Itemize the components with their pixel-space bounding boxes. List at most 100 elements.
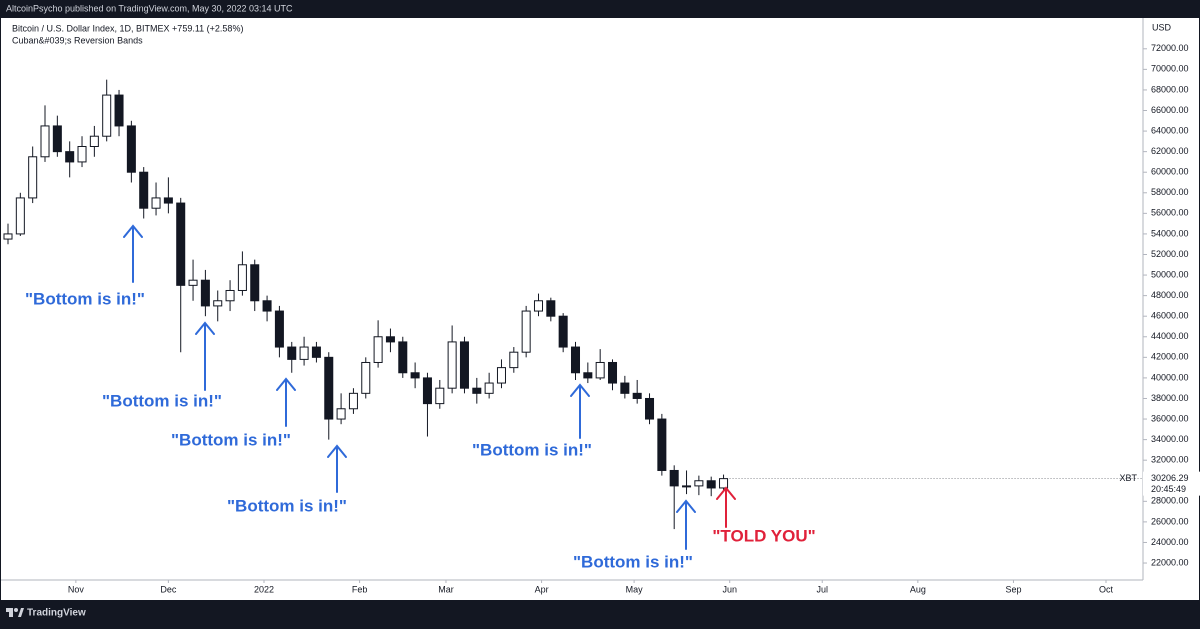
annotation-text: "Bottom is in!"	[573, 552, 693, 571]
x-tick-label: 2022	[254, 584, 274, 594]
candle-body	[28, 156, 38, 199]
y-tick-label: 46000.00	[1151, 311, 1189, 321]
y-tick-label: 64000.00	[1151, 125, 1189, 135]
candle-body	[447, 341, 457, 389]
candle-body	[558, 315, 568, 348]
y-tick-label: 62000.00	[1151, 146, 1189, 156]
candle-body	[583, 372, 593, 379]
candle-body	[645, 397, 655, 420]
annotation-arrow	[716, 486, 736, 528]
candle-body	[361, 361, 371, 394]
candle-body	[348, 392, 358, 410]
candle-body	[521, 310, 531, 353]
candle-body	[287, 346, 297, 360]
candle-body	[262, 300, 272, 312]
indicator-name: Cuban&#039;s Reversion Bands	[12, 35, 143, 45]
x-tick-label: Jun	[722, 584, 737, 594]
y-tick-label: 52000.00	[1151, 249, 1189, 259]
candle-body	[398, 341, 408, 374]
candle-body	[299, 346, 309, 360]
candle-body	[89, 135, 99, 148]
candle-body	[410, 372, 420, 379]
candle-body	[472, 387, 482, 394]
candle-body	[719, 478, 729, 489]
candle-body	[459, 341, 469, 389]
x-tick-label: Apr	[535, 584, 549, 594]
candle-body	[200, 279, 210, 307]
y-tick-label: 44000.00	[1151, 331, 1189, 341]
y-tick-label: 26000.00	[1151, 516, 1189, 526]
annotation-arrow	[570, 383, 590, 439]
candle-body	[3, 233, 13, 240]
candle-body	[509, 351, 519, 369]
candle-body	[163, 197, 173, 204]
candle-body	[151, 197, 161, 209]
annotation-text: "Bottom is in!"	[171, 430, 291, 449]
annotation-arrow	[276, 377, 296, 427]
candle-body	[15, 197, 25, 235]
candle-body	[176, 202, 186, 286]
candle-body	[139, 171, 149, 209]
x-tick-label: Mar	[438, 584, 454, 594]
y-tick-label: 54000.00	[1151, 228, 1189, 238]
candle-body	[77, 146, 87, 163]
y-tick-label: 72000.00	[1151, 43, 1189, 53]
annotation-arrow	[327, 444, 347, 493]
candle-body	[422, 377, 432, 405]
candle-body	[385, 336, 395, 343]
x-tick-label: Sep	[1005, 584, 1021, 594]
y-tick-label: 50000.00	[1151, 269, 1189, 279]
candle-body	[213, 300, 223, 307]
x-tick-label: Dec	[160, 584, 177, 594]
candle-body	[65, 151, 75, 163]
publish-info: AltcoinPsycho published on TradingView.c…	[6, 3, 293, 13]
y-tick-label: 60000.00	[1151, 167, 1189, 177]
candle-body	[595, 361, 605, 379]
candle-body	[608, 361, 618, 384]
annotation-text: "Bottom is in!"	[25, 289, 145, 308]
brand: TradingView	[27, 608, 86, 619]
x-tick-label: Aug	[910, 584, 926, 594]
x-tick-label: Feb	[352, 584, 368, 594]
candle-body	[40, 125, 50, 158]
candle-body	[373, 336, 383, 363]
candle-body	[682, 485, 692, 488]
y-tick-label: 58000.00	[1151, 187, 1189, 197]
candle-body	[669, 469, 679, 487]
y-tick-label: 36000.00	[1151, 413, 1189, 423]
y-tick-label: 70000.00	[1151, 64, 1189, 74]
y-tick-label: 66000.00	[1151, 105, 1189, 115]
y-tick-label: 40000.00	[1151, 372, 1189, 382]
candle-body	[694, 480, 704, 487]
candle-body	[52, 125, 62, 153]
currency-label: USD	[1152, 22, 1172, 32]
y-tick-label: 38000.00	[1151, 393, 1189, 403]
tv-logo	[6, 608, 24, 617]
candle-body	[706, 480, 716, 489]
candle-body	[311, 346, 321, 358]
candle-body	[274, 310, 284, 348]
symbol-label: XBT	[1119, 473, 1137, 483]
y-tick-label: 34000.00	[1151, 434, 1189, 444]
y-tick-label: 42000.00	[1151, 352, 1189, 362]
y-tick-label: 48000.00	[1151, 290, 1189, 300]
annotation-arrow	[123, 224, 143, 283]
candle-body	[225, 289, 235, 302]
candle-body	[188, 279, 198, 286]
last-price-label: 30206.29	[1151, 473, 1189, 483]
x-tick-label: Jul	[816, 584, 828, 594]
candle-body	[114, 94, 124, 127]
annotation-text: "Bottom is in!"	[102, 391, 222, 410]
candle-body	[570, 346, 581, 374]
candle-body	[484, 382, 494, 394]
y-tick-label: 28000.00	[1151, 496, 1189, 506]
chart-area	[1, 18, 1199, 600]
candle-body	[435, 387, 445, 405]
annotation-text: "Bottom is in!"	[472, 440, 592, 459]
annotation-text: "TOLD YOU"	[712, 526, 815, 545]
x-tick-label: Oct	[1099, 584, 1114, 594]
candle-body	[546, 300, 556, 317]
y-tick-label: 56000.00	[1151, 208, 1189, 218]
